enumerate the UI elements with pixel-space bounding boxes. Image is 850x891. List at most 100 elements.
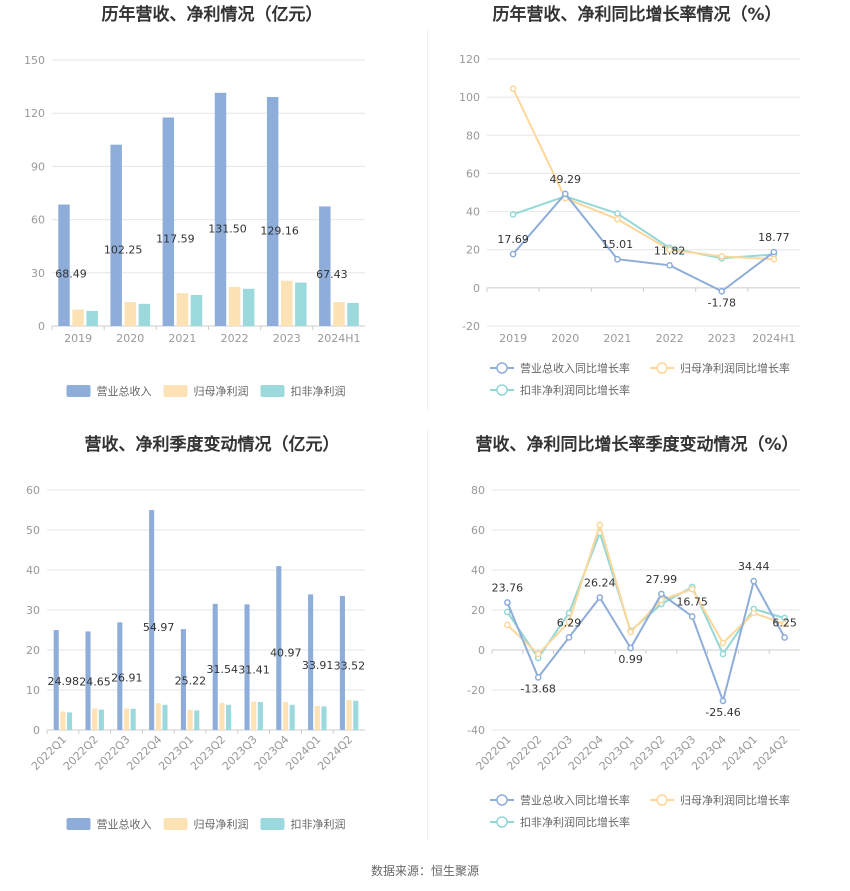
line-data-label: 34.44 xyxy=(738,560,770,573)
point-1-0 xyxy=(504,621,511,629)
point-0-1 xyxy=(561,190,569,198)
panel-divider-bottom xyxy=(427,430,428,840)
legend-swatch xyxy=(163,385,188,397)
y-tick-label: 60 xyxy=(26,484,40,497)
bar-data-label: 102.25 xyxy=(104,243,143,256)
series-line-1 xyxy=(512,88,774,261)
y-tick-label: 10 xyxy=(26,684,40,697)
chart-title: 营收、净利季度变动情况（亿元） xyxy=(85,434,340,455)
bar-2-5 xyxy=(347,302,359,326)
x-tick-label: 2024Q2 xyxy=(315,733,355,773)
panel-annual-revenue-profit: 历年营收、净利情况（亿元） 0 30 60 90 120 150 2019 2020 2021 20… xyxy=(0,0,425,430)
bar-0-4 xyxy=(266,96,279,326)
y-tick-label: -20 xyxy=(467,684,485,697)
bar-2-2 xyxy=(190,294,203,326)
point-0-2 xyxy=(565,634,573,641)
bar-2-0 xyxy=(86,310,98,326)
bar-0-2 xyxy=(162,117,175,327)
bar-1-2 xyxy=(123,708,130,730)
bar-2-0 xyxy=(67,712,73,730)
bar-1-9 xyxy=(346,700,352,730)
legend-label: 归母净利润 xyxy=(194,817,249,831)
y-tick-label: 20 xyxy=(471,604,485,617)
chart-title: 历年营收、净利情况（亿元） xyxy=(102,4,323,25)
bar-data-label: 24.98 xyxy=(47,675,79,688)
legend-label: 扣非净利润 xyxy=(291,817,346,831)
point-1-8 xyxy=(750,609,758,617)
point-0-1 xyxy=(534,674,542,681)
y-tick-label: 0 xyxy=(33,724,40,737)
point-1-3 xyxy=(596,521,604,529)
line-data-label: 49.29 xyxy=(550,173,582,186)
data-source-note: 数据来源：恒生聚源 xyxy=(370,864,479,878)
point-1-4 xyxy=(627,628,634,636)
legend-swatch xyxy=(163,818,188,830)
y-tick-label: -40 xyxy=(467,724,485,737)
legend-label: 扣非净利润 xyxy=(291,384,346,398)
bar-data-label: 31.41 xyxy=(238,663,270,676)
line-data-label: 6.29 xyxy=(557,616,582,629)
x-tick-label: 2024H1 xyxy=(317,332,360,345)
series-line-2 xyxy=(512,195,774,260)
point-0-0 xyxy=(504,599,511,606)
line-data-label: -1.78 xyxy=(708,296,736,309)
x-tick-label: 2020 xyxy=(551,332,579,345)
bar-data-label: 40.97 xyxy=(270,646,302,659)
bar-2-4 xyxy=(295,282,307,326)
y-tick-label: 60 xyxy=(471,524,485,537)
bar-1-4 xyxy=(281,280,293,326)
legend-label: 归母净利润同比增长率 xyxy=(680,793,790,807)
line-data-label: 16.75 xyxy=(676,596,708,609)
y-tick-label: 0 xyxy=(473,282,480,295)
bar-2-6 xyxy=(257,702,263,730)
point-1-2 xyxy=(614,215,621,223)
y-tick-label: 90 xyxy=(31,160,45,173)
bar-0-6 xyxy=(244,604,250,730)
chart-quarterly-revenue-profit: 营收、净利季度变动情况（亿元）01020304050602022Q12022Q2… xyxy=(26,434,365,831)
y-tick-label: -20 xyxy=(462,320,480,333)
bar-2-1 xyxy=(138,303,151,326)
series-line-1 xyxy=(506,521,785,656)
point-1-4 xyxy=(718,253,726,260)
line-data-label: 17.69 xyxy=(497,233,528,246)
chart-quarterly-growth: 营收、净利同比增长率季度变动情况（%）-40-200204060802022Q1… xyxy=(467,434,800,829)
y-tick-label: 120 xyxy=(24,107,45,120)
bar-2-9 xyxy=(353,700,359,730)
chart-annual-growth: 历年营收、净利同比增长率情况（%） -20 0 20 40 60 80 100 120 2019 2… xyxy=(459,4,800,397)
y-tick-label: 40 xyxy=(466,206,480,219)
bar-2-8 xyxy=(321,706,327,730)
series-line-0 xyxy=(506,578,786,705)
x-tick-label: 2024H1 xyxy=(752,332,795,345)
bar-0-5 xyxy=(319,206,331,326)
y-tick-label: 0 xyxy=(38,320,45,333)
line-data-label: 11.82 xyxy=(654,244,686,257)
y-tick-label: 40 xyxy=(471,564,485,577)
bar-0-2 xyxy=(117,622,123,730)
y-tick-label: 20 xyxy=(466,244,480,257)
point-1-9 xyxy=(781,620,788,628)
line-data-label: 27.99 xyxy=(646,573,678,586)
bar-data-label: 24.65 xyxy=(79,676,111,689)
chart-title: 营收、净利同比增长率季度变动情况（%） xyxy=(475,434,798,455)
legend-label: 营业总收入同比增长率 xyxy=(520,361,630,375)
series-line-2 xyxy=(506,529,785,660)
legend-label: 扣非净利润同比增长率 xyxy=(520,383,630,397)
point-2-2 xyxy=(614,210,621,217)
bar-1-0 xyxy=(60,711,66,730)
line-data-label: 23.76 xyxy=(492,581,524,594)
point-1-7 xyxy=(719,639,727,647)
legend-label: 扣非净利润同比增长率 xyxy=(520,815,630,829)
bar-data-label: 31.54 xyxy=(206,663,238,676)
legend-marker xyxy=(496,384,508,396)
point-0-2 xyxy=(614,255,621,263)
x-tick-label: 2019 xyxy=(499,332,527,345)
x-tick-label: 2020 xyxy=(116,332,144,345)
y-tick-label: 150 xyxy=(24,54,45,67)
bar-data-label: 131.50 xyxy=(208,223,247,236)
point-0-4 xyxy=(627,644,634,652)
legend-label: 归母净利润 xyxy=(194,384,249,398)
point-0-0 xyxy=(509,250,517,258)
panel-divider-top xyxy=(427,30,428,410)
y-tick-label: 50 xyxy=(26,524,40,537)
bar-0-1 xyxy=(110,144,122,326)
